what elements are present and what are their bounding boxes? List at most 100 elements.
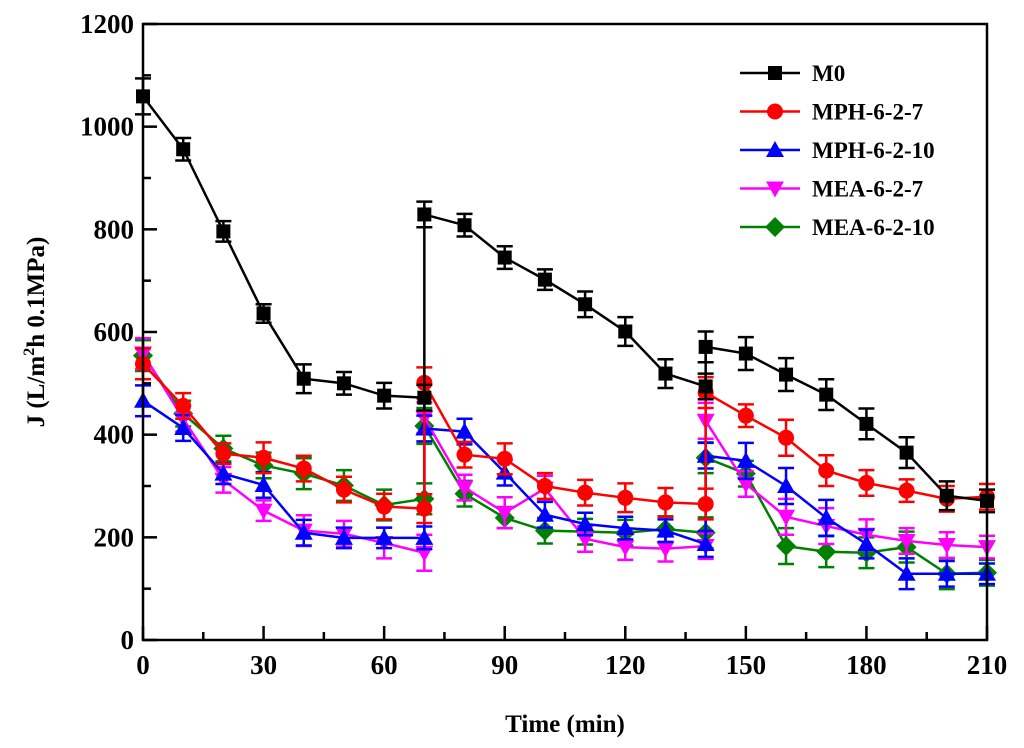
y-tick-label: 600 [94, 317, 135, 347]
data-point [818, 462, 835, 479]
data-point [455, 422, 474, 439]
data-point [937, 538, 956, 555]
data-point [897, 564, 916, 581]
y-tick-label: 800 [94, 214, 135, 244]
data-point [376, 498, 393, 515]
data-point [254, 503, 273, 520]
y-tick-label: 1200 [80, 9, 134, 39]
data-point [577, 484, 594, 501]
legend-marker [766, 181, 784, 198]
data-point [656, 541, 675, 558]
data-point [578, 297, 593, 312]
data-point [616, 519, 635, 536]
data-point [457, 218, 472, 233]
data-point [857, 535, 876, 552]
y-axis-title-prefix: J (L/m [23, 356, 50, 428]
data-point [455, 480, 474, 497]
data-point [738, 346, 753, 361]
legend-marker [767, 103, 783, 120]
legend-item: MPH-6-2-7 [740, 100, 923, 125]
data-point [899, 445, 914, 460]
data-point [737, 407, 754, 424]
legend-item: MPH-6-2-10 [740, 138, 935, 163]
data-point [334, 528, 353, 545]
x-tick-label: 60 [371, 650, 398, 680]
x-tick-label: 120 [605, 650, 646, 680]
data-point [537, 272, 552, 287]
data-point [295, 460, 312, 477]
data-point [254, 475, 273, 492]
data-point [858, 474, 875, 491]
data-point [176, 142, 191, 157]
y-axis-title-suffix: h 0.1MPa) [23, 237, 50, 348]
data-point [335, 481, 352, 498]
data-point [534, 520, 555, 541]
data-point [336, 376, 351, 391]
data-point [495, 505, 514, 522]
data-point [736, 451, 755, 468]
data-point [255, 449, 272, 466]
data-point [777, 509, 796, 526]
data-point [536, 478, 553, 494]
legend: M0 MPH-6-2-7 MPH-6-2-10 MEA-6-2-7 MEA-6-2-10 [740, 61, 935, 240]
data-point [859, 416, 874, 431]
x-tick-label: 210 [967, 650, 1008, 680]
data-point [657, 494, 674, 511]
data-point [535, 505, 554, 522]
x-axis: 0 30 60 90 120 150 180 210 [136, 626, 1007, 680]
data-point [415, 528, 434, 545]
x-axis-title: Time (min) [505, 711, 625, 738]
data-point [697, 495, 714, 512]
data-point [375, 528, 394, 545]
y-axis-title: J (L/m2h 0.1MPa) [21, 237, 50, 428]
data-point [496, 450, 513, 467]
y-tick-label: 0 [121, 625, 135, 655]
y-axis-title-sup: 2 [21, 348, 38, 356]
data-point [897, 533, 916, 550]
y-tick-label: 200 [94, 522, 135, 552]
data-point [216, 224, 231, 239]
series-m0 [135, 77, 995, 514]
legend-label: MPH-6-2-7 [812, 100, 923, 125]
plot-series [133, 77, 997, 591]
y-tick-label: 1000 [80, 112, 134, 142]
legend-label: MPH-6-2-10 [812, 138, 935, 163]
x-tick-label: 150 [726, 650, 767, 680]
data-point [696, 535, 715, 552]
data-point [175, 397, 192, 414]
legend-marker [768, 66, 782, 80]
data-point [656, 521, 675, 538]
legend-marker [766, 141, 784, 157]
legend-label: MEA-6-2-7 [812, 177, 923, 202]
data-point [576, 514, 595, 531]
data-point [618, 324, 633, 339]
data-point [817, 508, 836, 525]
data-point [939, 488, 954, 503]
legend-item: M0 [740, 61, 845, 86]
data-point [456, 446, 473, 463]
data-point [256, 306, 271, 321]
data-point [816, 541, 837, 562]
data-point [937, 564, 956, 581]
data-point [898, 482, 915, 499]
data-point [377, 388, 392, 403]
x-tick-label: 0 [136, 650, 150, 680]
data-point [296, 371, 311, 386]
data-point [779, 367, 794, 382]
data-point [698, 339, 713, 354]
legend-label: MEA-6-2-10 [812, 215, 935, 240]
data-point [616, 540, 635, 557]
data-point [214, 464, 233, 481]
data-point [497, 250, 512, 265]
legend-item: MEA-6-2-7 [740, 177, 923, 202]
data-point [294, 523, 313, 540]
x-tick-label: 90 [491, 650, 518, 680]
data-point [658, 366, 673, 381]
legend-item: MEA-6-2-10 [740, 215, 935, 240]
data-point [698, 379, 713, 394]
data-point [777, 477, 796, 493]
data-point [416, 500, 433, 517]
x-tick-label: 180 [846, 650, 887, 680]
data-point [778, 429, 795, 446]
